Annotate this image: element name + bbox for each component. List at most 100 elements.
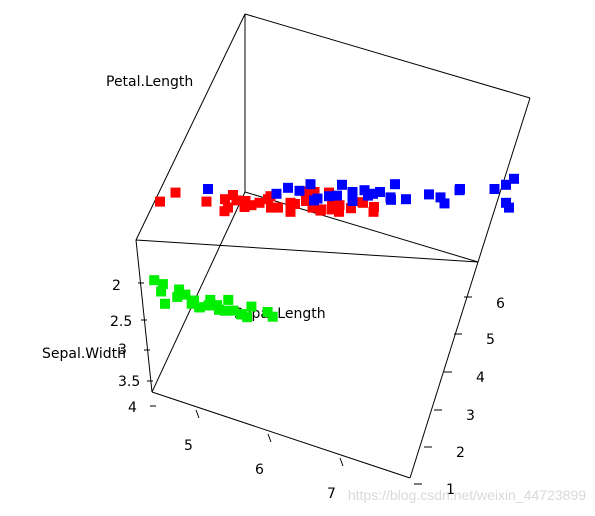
data-point (235, 309, 246, 320)
data-point (294, 185, 305, 196)
data-point (283, 182, 293, 193)
y-tick-label: 2.5 (110, 314, 132, 330)
data-point (327, 197, 337, 208)
axis-tick (195, 409, 200, 419)
x-tick-label: 6 (255, 462, 264, 478)
data-point (347, 187, 358, 197)
axis-ticks (138, 282, 472, 485)
z-axis-label: Petal.Length (106, 74, 193, 90)
z-tick-label: 3 (466, 408, 475, 424)
data-point (156, 286, 167, 297)
data-point (254, 197, 265, 208)
data-point (180, 289, 191, 300)
data-point (203, 184, 213, 194)
data-points (149, 173, 519, 323)
data-point (301, 196, 311, 206)
data-point (369, 202, 379, 212)
data-point (285, 206, 296, 217)
data-point (246, 301, 257, 312)
data-point (223, 294, 234, 305)
data-point (246, 200, 257, 211)
data-point (501, 179, 511, 190)
data-point (424, 189, 434, 200)
data-point (337, 179, 347, 190)
y-axis-label: Sepal.Width (42, 346, 126, 362)
data-point (332, 190, 342, 201)
x-axis-label: Sepal.Length (234, 306, 326, 322)
data-point (170, 187, 181, 198)
data-point (231, 195, 242, 206)
data-point (359, 185, 370, 196)
data-point (155, 196, 165, 207)
data-point (390, 179, 400, 190)
data-point (160, 298, 170, 309)
data-point (309, 195, 319, 206)
data-point (174, 284, 185, 295)
data-point (262, 307, 273, 317)
data-point (242, 312, 253, 323)
y-tick-label: 3.5 (118, 374, 140, 390)
data-point (363, 190, 373, 201)
data-point (401, 194, 411, 205)
data-point (334, 206, 344, 217)
data-point (265, 191, 276, 202)
axis-tick (339, 457, 344, 467)
data-point (285, 197, 296, 208)
z-tick-label: 5 (486, 332, 495, 348)
data-point (435, 192, 446, 203)
data-point (375, 187, 385, 197)
data-point (439, 198, 450, 209)
box-frame (135, 13, 531, 479)
data-point (205, 294, 216, 305)
data-point (214, 304, 224, 315)
data-point (300, 186, 311, 197)
data-point (305, 179, 316, 190)
z-tick-label: 4 (476, 370, 485, 386)
x-tick-labels: 5 6 7 (184, 438, 336, 502)
y-tick-label: 3 (118, 342, 127, 358)
data-point (201, 196, 212, 207)
data-point (271, 188, 282, 199)
data-point (239, 202, 250, 212)
data-point (228, 190, 238, 200)
data-point (334, 200, 345, 211)
data-point (266, 202, 276, 213)
data-point (223, 202, 233, 213)
data-point (489, 184, 500, 194)
z-tick-labels: 1 2 3 4 5 6 (446, 296, 505, 498)
data-point (220, 194, 230, 205)
data-point (203, 300, 214, 311)
data-point (228, 305, 239, 316)
data-point (219, 305, 230, 316)
y-tick-label: 2 (112, 278, 121, 294)
data-point (504, 202, 514, 213)
data-point (386, 194, 396, 205)
z-tick-label: 2 (456, 445, 465, 461)
data-point (324, 191, 334, 202)
data-point (149, 275, 160, 286)
data-point (172, 291, 183, 302)
y-tick-label: 4 (128, 400, 137, 416)
data-point (307, 202, 318, 213)
data-point (346, 203, 356, 214)
data-point (509, 173, 519, 184)
data-point (194, 302, 205, 313)
data-point (316, 204, 326, 215)
data-point (358, 197, 368, 208)
data-point (454, 185, 465, 196)
data-point (273, 202, 283, 213)
data-point (309, 187, 320, 197)
data-point (326, 204, 337, 215)
data-point (267, 311, 278, 322)
x-tick-label: 5 (184, 438, 193, 454)
data-point (347, 196, 358, 206)
x-tick-label: 7 (327, 486, 336, 502)
watermark: https://blog.csdn.net/weixin_44723899 (348, 487, 586, 503)
z-tick-label: 6 (496, 296, 505, 312)
data-point (240, 196, 251, 206)
y-tick-labels: 2 2.5 3 3.5 4 (110, 278, 140, 416)
data-point (157, 279, 168, 290)
data-point (186, 298, 197, 309)
z-tick-label: 1 (446, 482, 455, 498)
